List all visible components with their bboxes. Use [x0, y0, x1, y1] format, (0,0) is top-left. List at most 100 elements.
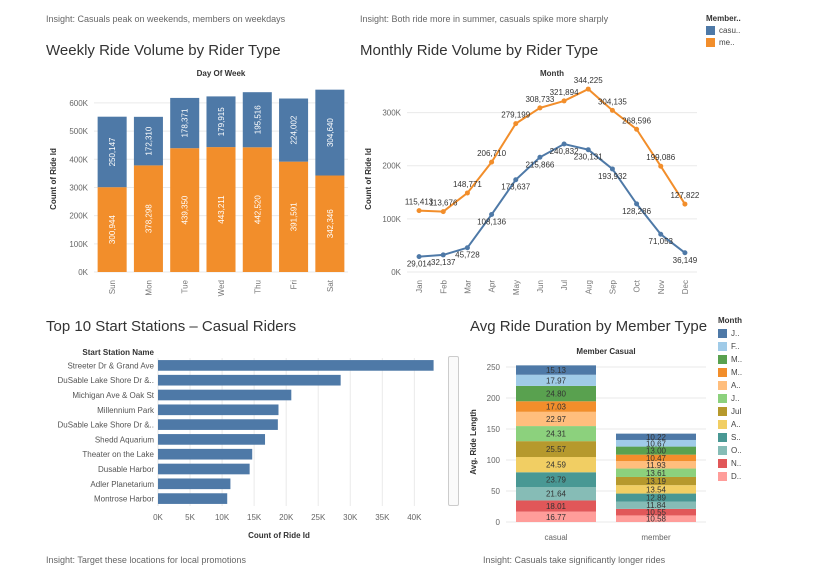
- monthly-xtick-label: Mar: [463, 280, 472, 294]
- duration-segment-label: 24.80: [546, 390, 567, 399]
- duration-segment-label: 10.67: [646, 439, 667, 448]
- duration-segment-member: [616, 461, 696, 469]
- weekly-xtick-label: Sat: [326, 279, 335, 292]
- monthly-point-member: [464, 190, 470, 196]
- month-legend-label: A..: [731, 381, 741, 390]
- member-legend-label: casu..: [719, 26, 741, 35]
- duration-segment-label: 24.59: [546, 461, 567, 470]
- duration-segment-casual: [516, 401, 596, 412]
- duration-segment-casual: [516, 374, 596, 386]
- duration-segment-member: [616, 476, 696, 486]
- duration-top-label: Member Casual: [576, 347, 635, 356]
- month-legend-item[interactable]: O..: [718, 446, 742, 455]
- weekly-bar-member: [315, 175, 345, 272]
- month-legend-item[interactable]: S..: [718, 433, 742, 442]
- month-legend-item[interactable]: J..: [718, 329, 742, 338]
- month-legend-item[interactable]: Jul: [718, 407, 742, 416]
- month-legend-label: N..: [731, 459, 742, 468]
- weekly-bar-label: 178,371: [181, 108, 190, 137]
- monthly-xtick-label: Sep: [608, 279, 617, 294]
- stations-top-label: Start Station Name: [82, 348, 154, 357]
- monthly-data-label: 108,136: [477, 218, 506, 227]
- weekly-bar-label: 304,640: [326, 118, 335, 147]
- monthly-data-label: 36,149: [673, 256, 698, 265]
- member-legend-title: Member..: [706, 14, 741, 23]
- duration-segment-label: 11.93: [646, 461, 666, 470]
- month-swatch: [718, 368, 727, 377]
- month-legend-item[interactable]: A..: [718, 381, 742, 390]
- weekly-bar-label: 224,002: [290, 115, 299, 144]
- weekly-bar-member: [242, 147, 272, 272]
- stations-scrollbar[interactable]: [448, 356, 459, 506]
- insight-monthly: Insight: Both ride more in summer, casua…: [360, 14, 609, 24]
- weekly-bar-label: 391,591: [290, 202, 299, 231]
- member-legend-item-casual[interactable]: casu..: [706, 26, 741, 35]
- weekly-ytick-label: 200K: [69, 212, 88, 221]
- station-name-label: Theater on the Lake: [82, 450, 154, 459]
- monthly-data-label: 268,596: [622, 116, 651, 125]
- station-name-label: Millennium Park: [97, 406, 155, 415]
- month-legend-label: O..: [731, 446, 742, 455]
- month-swatch: [718, 407, 727, 416]
- month-legend-item[interactable]: J..: [718, 394, 742, 403]
- station-bar: [158, 404, 279, 416]
- weekly-bar-casual: [242, 92, 272, 148]
- weekly-ride-volume-chart: Day Of Week 0K 100K 200K 300K 400K 500K 600K Cou…: [49, 69, 348, 296]
- duration-ytick-label: 100: [487, 456, 501, 465]
- weekly-xtick-label: Thu: [253, 280, 262, 294]
- top-stations-chart: Start Station Name 0K 5K 10K 15K 20K 25K 30K 35K…: [58, 348, 434, 540]
- weekly-bar-label: 342,346: [326, 209, 335, 238]
- monthly-data-label: 215,866: [525, 160, 554, 169]
- monthly-ride-volume-chart: Month 0K 100K 200K 300K Count of Ride Id Jan Fe…: [364, 69, 700, 295]
- weekly-ytick-label: 600K: [69, 99, 88, 108]
- duration-segment-casual: [516, 472, 596, 488]
- duration-segment-label: 22.97: [546, 415, 567, 424]
- duration-ytick-label: 150: [487, 425, 501, 434]
- month-legend-item[interactable]: N..: [718, 459, 742, 468]
- month-legend-item[interactable]: A..: [718, 420, 742, 429]
- monthly-xtick-label: Jul: [560, 280, 569, 290]
- station-bar: [158, 374, 341, 386]
- monthly-point-casual: [609, 166, 615, 172]
- monthly-point-member: [513, 121, 519, 127]
- duration-segment-label: 10.55: [646, 508, 667, 517]
- weekly-ytick-label: 500K: [69, 127, 88, 136]
- month-legend-label: S..: [731, 433, 741, 442]
- station-bar: [158, 360, 434, 371]
- weekly-ylabel: Count of Ride Id: [49, 148, 58, 210]
- duration-chart-title: Avg Ride Duration by Member Type: [470, 318, 708, 335]
- month-legend: Month J.. F.. M.. M.. A.. J.. Jul A.. S.. O.. N.. D…: [718, 316, 742, 481]
- month-legend-label: M..: [731, 355, 743, 364]
- month-legend-label: A..: [731, 420, 741, 429]
- duration-segment-label: 12.89: [646, 494, 667, 503]
- member-swatch: [706, 38, 715, 47]
- duration-segment-casual: [516, 457, 596, 473]
- duration-segment-label: 17.03: [546, 403, 567, 412]
- duration-segment-casual: [516, 487, 596, 501]
- month-legend-item[interactable]: M..: [718, 355, 742, 364]
- stations-xtick-label: 30K: [343, 513, 358, 522]
- monthly-point-member: [682, 201, 688, 207]
- monthly-point-member: [658, 163, 664, 169]
- monthly-xtick-label: Apr: [488, 280, 497, 293]
- weekly-bar-member: [206, 147, 236, 272]
- month-legend-item[interactable]: M..: [718, 368, 742, 377]
- duration-segment-casual: [516, 411, 596, 427]
- stations-xtick-label: 15K: [247, 513, 262, 522]
- weekly-bar-member: [279, 161, 309, 272]
- weekly-xtick-label: Fri: [290, 280, 299, 290]
- weekly-chart-title: Weekly Ride Volume by Rider Type: [46, 42, 281, 59]
- stations-xtick-label: 35K: [375, 513, 390, 522]
- month-legend-item[interactable]: F..: [718, 342, 742, 351]
- monthly-point-casual: [489, 212, 495, 218]
- month-legend-label: D..: [731, 472, 742, 481]
- insight-stations: Insight: Target these locations for loca…: [46, 555, 246, 565]
- monthly-ylabel: Count of Ride Id: [364, 148, 373, 210]
- month-legend-item[interactable]: D..: [718, 472, 742, 481]
- monthly-data-label: 173,637: [501, 183, 530, 192]
- monthly-ytick-label: 200K: [382, 162, 401, 171]
- member-legend-item-member[interactable]: me..: [706, 38, 741, 47]
- monthly-data-label: 199,086: [646, 153, 675, 162]
- monthly-xtick-label: Dec: [681, 280, 690, 294]
- monthly-data-label: 321,894: [550, 88, 579, 97]
